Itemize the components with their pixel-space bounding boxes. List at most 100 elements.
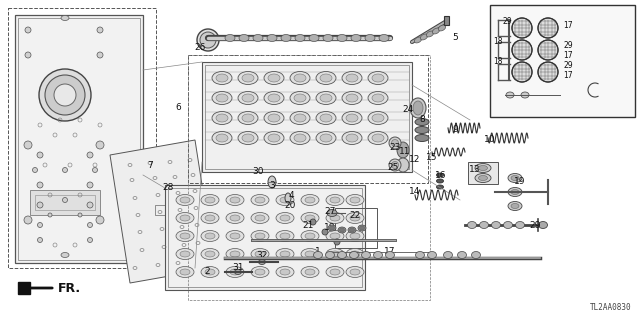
Ellipse shape xyxy=(415,252,424,259)
Ellipse shape xyxy=(176,195,194,205)
Ellipse shape xyxy=(397,158,409,172)
Ellipse shape xyxy=(88,237,93,243)
Ellipse shape xyxy=(239,35,249,42)
Ellipse shape xyxy=(309,35,319,42)
Ellipse shape xyxy=(264,71,284,84)
Text: 14: 14 xyxy=(410,188,420,196)
Ellipse shape xyxy=(323,35,333,42)
Ellipse shape xyxy=(316,71,336,84)
Bar xyxy=(15,15,143,263)
Ellipse shape xyxy=(512,40,532,60)
Ellipse shape xyxy=(349,228,355,232)
Ellipse shape xyxy=(410,98,426,118)
Ellipse shape xyxy=(360,226,365,230)
Ellipse shape xyxy=(326,212,344,223)
Ellipse shape xyxy=(512,18,532,38)
Ellipse shape xyxy=(342,71,362,84)
Ellipse shape xyxy=(38,237,42,243)
Ellipse shape xyxy=(350,215,360,221)
Ellipse shape xyxy=(397,142,409,158)
Ellipse shape xyxy=(268,114,280,122)
Ellipse shape xyxy=(290,132,310,145)
Ellipse shape xyxy=(180,233,190,239)
Ellipse shape xyxy=(479,175,488,180)
Ellipse shape xyxy=(61,252,69,258)
Ellipse shape xyxy=(212,132,232,145)
Ellipse shape xyxy=(294,114,306,122)
Ellipse shape xyxy=(538,40,558,60)
Ellipse shape xyxy=(479,165,488,171)
Ellipse shape xyxy=(472,252,481,259)
Ellipse shape xyxy=(346,249,364,260)
Ellipse shape xyxy=(362,252,371,259)
Ellipse shape xyxy=(226,230,244,242)
Ellipse shape xyxy=(201,212,219,223)
Ellipse shape xyxy=(346,94,358,102)
Bar xyxy=(35,195,95,210)
Ellipse shape xyxy=(538,221,547,228)
Ellipse shape xyxy=(259,260,266,265)
Text: 10: 10 xyxy=(484,135,496,145)
Ellipse shape xyxy=(37,182,43,188)
Ellipse shape xyxy=(276,212,294,223)
Bar xyxy=(8,8,156,268)
Text: 9: 9 xyxy=(452,125,458,134)
Text: 29: 29 xyxy=(563,60,573,69)
Ellipse shape xyxy=(506,92,514,98)
Ellipse shape xyxy=(37,202,43,208)
Ellipse shape xyxy=(285,193,291,203)
Ellipse shape xyxy=(197,29,219,51)
Ellipse shape xyxy=(37,152,43,158)
Ellipse shape xyxy=(372,74,384,82)
Ellipse shape xyxy=(280,269,290,275)
Ellipse shape xyxy=(330,233,340,239)
Ellipse shape xyxy=(358,225,366,231)
Text: 27: 27 xyxy=(324,207,336,217)
Text: 17: 17 xyxy=(384,247,396,257)
Ellipse shape xyxy=(458,252,467,259)
Ellipse shape xyxy=(230,269,240,275)
Ellipse shape xyxy=(268,134,280,142)
Ellipse shape xyxy=(413,101,423,115)
Ellipse shape xyxy=(316,132,336,145)
Ellipse shape xyxy=(349,252,358,259)
Ellipse shape xyxy=(316,111,336,124)
Text: 1: 1 xyxy=(315,247,321,257)
Ellipse shape xyxy=(212,71,232,84)
Text: 3: 3 xyxy=(269,180,275,189)
Ellipse shape xyxy=(253,35,263,42)
Ellipse shape xyxy=(230,215,240,221)
Ellipse shape xyxy=(511,175,519,180)
Ellipse shape xyxy=(326,249,344,260)
Ellipse shape xyxy=(176,267,194,277)
Ellipse shape xyxy=(515,221,525,228)
Ellipse shape xyxy=(280,233,290,239)
Ellipse shape xyxy=(255,197,265,203)
Ellipse shape xyxy=(326,230,344,242)
Ellipse shape xyxy=(96,216,104,224)
Ellipse shape xyxy=(54,84,76,106)
Ellipse shape xyxy=(346,212,364,223)
Ellipse shape xyxy=(512,62,532,82)
Ellipse shape xyxy=(436,185,444,189)
Ellipse shape xyxy=(294,94,306,102)
Ellipse shape xyxy=(467,221,477,228)
Ellipse shape xyxy=(415,126,429,133)
Ellipse shape xyxy=(251,267,269,277)
Ellipse shape xyxy=(438,25,445,31)
Ellipse shape xyxy=(346,114,358,122)
Ellipse shape xyxy=(379,35,389,42)
Ellipse shape xyxy=(301,267,319,277)
Ellipse shape xyxy=(330,197,340,203)
Bar xyxy=(202,62,412,172)
Ellipse shape xyxy=(348,227,356,233)
Ellipse shape xyxy=(365,35,375,42)
Ellipse shape xyxy=(280,197,290,203)
Text: 15: 15 xyxy=(426,154,438,163)
Ellipse shape xyxy=(294,134,306,142)
Ellipse shape xyxy=(432,28,440,34)
Bar xyxy=(168,188,362,287)
Ellipse shape xyxy=(305,197,315,203)
Text: 29: 29 xyxy=(563,41,573,50)
Ellipse shape xyxy=(216,134,228,142)
